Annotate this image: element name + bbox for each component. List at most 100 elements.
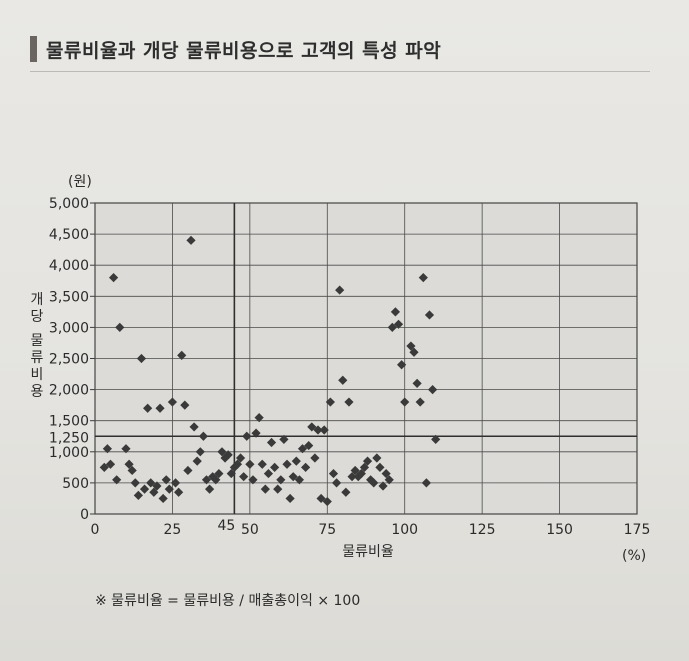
data-point [384, 475, 394, 485]
data-point [251, 428, 261, 438]
data-point [102, 444, 112, 454]
reference-y-label: 1,250 [49, 430, 89, 446]
data-point [297, 444, 308, 454]
x-tick-label: 100 [391, 522, 418, 538]
data-point [112, 475, 122, 485]
data-point [226, 468, 236, 479]
data-point [167, 397, 178, 407]
data-point [291, 456, 301, 466]
data-point [158, 493, 168, 504]
data-point [242, 431, 252, 441]
data-point [424, 310, 435, 320]
data-point [121, 444, 131, 454]
x-axis-label: 물류비율 [342, 544, 394, 560]
data-point [316, 493, 326, 504]
data-point [322, 496, 332, 507]
data-point [260, 484, 270, 494]
reference-lines [95, 203, 637, 514]
data-point [400, 397, 410, 407]
data-point [301, 462, 311, 472]
data-point [99, 462, 109, 472]
data-point [350, 465, 360, 476]
data-point [136, 353, 147, 364]
data-point [204, 484, 215, 494]
data-point [143, 403, 153, 413]
data-point [331, 478, 342, 488]
data-point [270, 462, 280, 472]
data-point [319, 425, 329, 435]
data-point [415, 397, 425, 407]
data-point [214, 468, 224, 479]
data-point [310, 453, 320, 463]
data-point [183, 465, 193, 476]
data-point [115, 322, 125, 332]
title-divider [30, 71, 650, 72]
data-point [152, 481, 162, 491]
data-point [155, 403, 165, 413]
data-point [232, 459, 243, 469]
data-point [239, 472, 249, 482]
data-point [146, 478, 156, 488]
x-tick-label: 175 [624, 522, 651, 538]
data-point [263, 468, 274, 479]
y-tick-label: 1,000 [49, 445, 89, 461]
data-points [99, 235, 441, 507]
data-point [328, 468, 339, 479]
data-point [369, 478, 379, 488]
reference-x-label: 45 [217, 518, 235, 534]
data-point [412, 378, 422, 388]
x-tick-label: 25 [164, 522, 182, 538]
x-unit-label: (%) [622, 548, 646, 564]
data-point [130, 478, 140, 488]
data-point [294, 475, 305, 485]
data-point [418, 273, 428, 283]
x-tick-label: 150 [546, 522, 573, 538]
x-tick-label: 50 [241, 522, 259, 538]
x-tick-label: 0 [91, 522, 100, 538]
data-point [335, 285, 345, 295]
data-point [381, 468, 391, 479]
data-point [189, 422, 199, 432]
data-point [257, 459, 267, 469]
tick-labels: 05001,0001,5002,0002,5003,0003,5004,0004… [49, 196, 650, 538]
data-point [211, 475, 221, 485]
y-tick-label: 500 [62, 476, 89, 492]
data-point [217, 447, 227, 457]
data-point [133, 490, 143, 500]
y-tick-label: 1,500 [49, 414, 89, 430]
data-point [307, 422, 317, 432]
data-point [223, 450, 233, 460]
data-point [397, 360, 407, 370]
data-point [276, 475, 286, 485]
data-point [362, 456, 373, 466]
data-point [375, 462, 385, 472]
data-point [282, 459, 292, 469]
y-tick-label: 2,000 [49, 383, 89, 399]
data-point [406, 341, 416, 351]
data-point [347, 472, 357, 482]
data-point [279, 434, 289, 444]
data-point [288, 472, 298, 482]
data-point [393, 319, 404, 329]
data-point [229, 462, 239, 472]
x-tick-label: 125 [469, 522, 496, 538]
data-point [174, 487, 184, 497]
data-point [344, 397, 354, 407]
data-point [390, 307, 401, 317]
x-tick-label: 75 [318, 522, 336, 538]
data-point [164, 484, 174, 494]
y-unit-label: (원) [68, 174, 92, 190]
data-point [192, 456, 202, 466]
data-point [341, 487, 351, 497]
data-point [124, 459, 134, 469]
data-point [304, 440, 314, 451]
data-point [338, 375, 348, 385]
data-point [409, 347, 419, 357]
data-point [325, 397, 335, 407]
data-point [285, 493, 295, 504]
data-point [273, 484, 283, 494]
data-point [427, 385, 438, 395]
y-tick-label: 4,000 [49, 258, 89, 274]
